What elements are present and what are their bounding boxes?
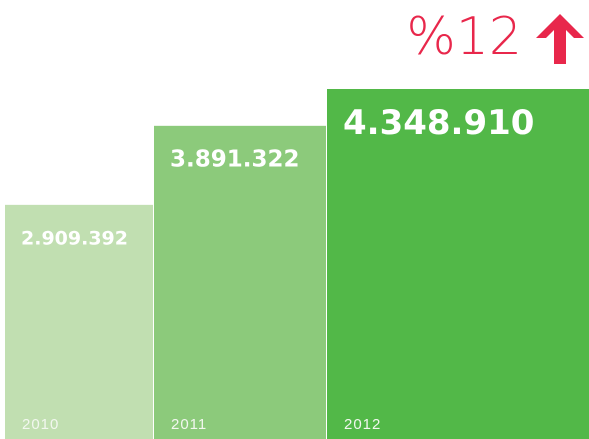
growth-annotation: %12 [406, 7, 522, 67]
value-label: 2.909.392 [21, 227, 128, 249]
x-tick-label: 2010 [22, 416, 59, 433]
x-tick-label: 2012 [344, 416, 381, 433]
value-label: 4.348.910 [343, 103, 534, 143]
up-arrow [536, 14, 584, 64]
bar [154, 125, 326, 439]
value-label: 3.891.322 [170, 147, 300, 173]
x-tick-label: 2011 [171, 416, 207, 433]
bar [327, 89, 589, 439]
bar [5, 204, 153, 439]
